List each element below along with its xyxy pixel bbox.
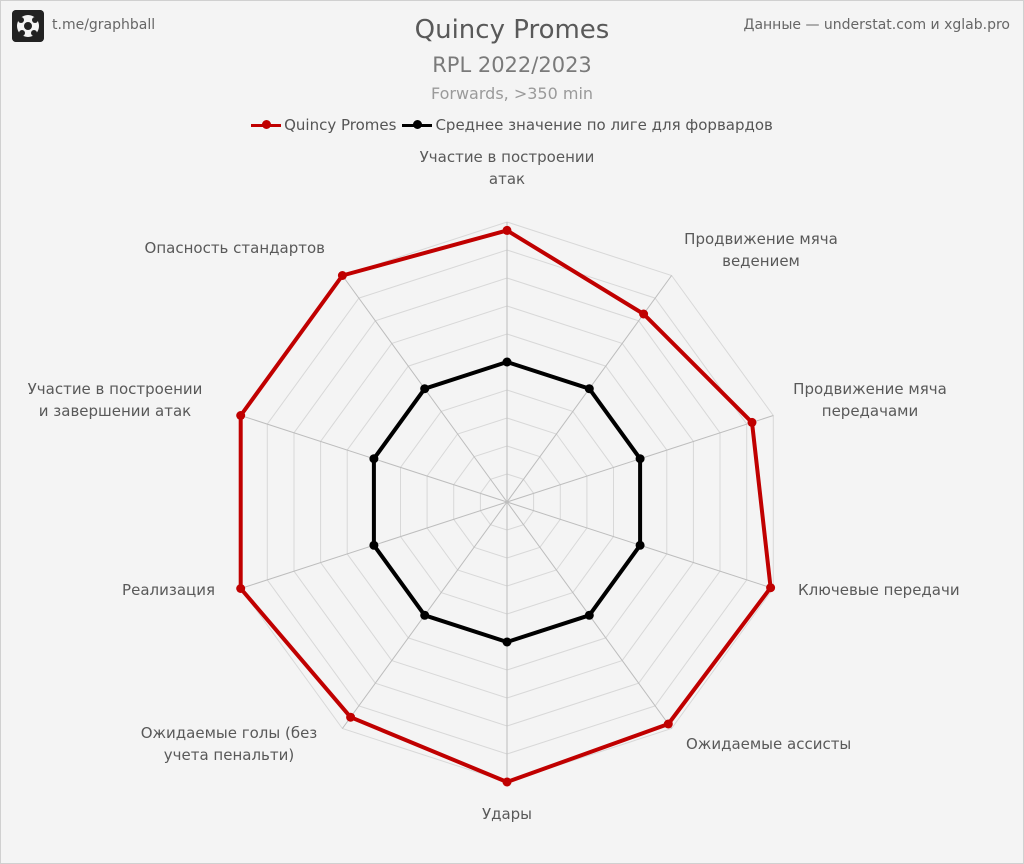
- data-point-league-average: [420, 610, 430, 620]
- axis-label-line: Реализация: [122, 581, 215, 599]
- data-point-league-average: [502, 357, 512, 367]
- axis-label-line: Ожидаемые голы (без: [140, 724, 318, 742]
- legend: Quincy Promes Среднее значение по лиге д…: [0, 116, 1024, 134]
- axis-label-line: Продвижение мяча: [793, 380, 947, 398]
- data-point-league-average: [502, 637, 512, 647]
- data-point-league-average: [635, 454, 645, 464]
- axis-label-line: и завершении атак: [38, 402, 192, 420]
- data-point-player: [236, 584, 246, 593]
- data-point-league-average: [369, 454, 379, 464]
- axis-label: Ожидаемые голы (без учета пенальти): [141, 722, 318, 766]
- axis-label: Опасность стандартов: [145, 237, 325, 259]
- chart-title: Quincy Promes: [414, 15, 610, 45]
- data-point-player: [337, 271, 347, 280]
- axis-label-line: Опасность стандартов: [144, 239, 325, 257]
- data-point-player: [747, 417, 757, 427]
- data-point-player: [502, 777, 512, 787]
- legend-swatch-player: [251, 120, 282, 129]
- axis-label-line: ведением: [722, 252, 800, 270]
- legend-item-league-average[interactable]: Среднее значение по лиге для форвардов: [402, 116, 773, 134]
- chart-subtitle: RPL 2022/2023: [432, 53, 592, 77]
- data-point-league-average: [584, 610, 594, 620]
- axis-label: Продвижение мяча ведением: [684, 228, 838, 272]
- data-point-player: [639, 309, 649, 319]
- axis-label-line: учета пенальти): [163, 746, 295, 764]
- data-point-league-average: [369, 540, 379, 550]
- data-point-player: [236, 411, 246, 420]
- graphball-logo-icon: [12, 10, 44, 42]
- data-point-league-average: [635, 540, 645, 550]
- axis-label-line: Ключевые передачи: [798, 581, 960, 599]
- data-source: Данные — understat.com и xglab.pro: [743, 17, 1010, 33]
- axis-label-line: Участие в построении: [419, 148, 595, 166]
- brand-link[interactable]: t.me/graphball: [52, 17, 156, 33]
- axis-label: Удары: [482, 803, 532, 825]
- axis-label: Реализация: [122, 579, 215, 601]
- chart-subsubtitle: Forwards, >350 min: [430, 84, 594, 103]
- axis-label: Участие в построении и завершении атак: [28, 378, 203, 422]
- axis-label-line: атак: [488, 170, 526, 188]
- data-point-player: [766, 583, 776, 593]
- axis-label: Ожидаемые ассисты: [686, 733, 851, 755]
- data-point-league-average: [584, 384, 594, 394]
- axis-label: Продвижение мяча передачами: [793, 378, 947, 422]
- data-point-player: [346, 712, 356, 722]
- axis-label-line: Участие в построении: [27, 380, 203, 398]
- axis-label-line: Ожидаемые ассисты: [686, 735, 852, 753]
- axis-label: Ключевые передачи: [798, 579, 960, 601]
- axis-label-line: Удары: [481, 805, 533, 823]
- legend-swatch-league-average: [402, 120, 433, 129]
- legend-label-league-average: Среднее значение по лиге для форвардов: [435, 116, 773, 134]
- legend-item-player[interactable]: Quincy Promes: [251, 116, 396, 134]
- data-point-league-average: [420, 384, 430, 394]
- axis-label-line: передачами: [821, 402, 919, 420]
- axis-label-line: Продвижение мяча: [684, 230, 838, 248]
- data-point-player: [502, 225, 512, 235]
- axis-label: Участие в построении атак: [420, 146, 595, 190]
- legend-label-player: Quincy Promes: [284, 116, 397, 134]
- data-point-player: [663, 719, 673, 729]
